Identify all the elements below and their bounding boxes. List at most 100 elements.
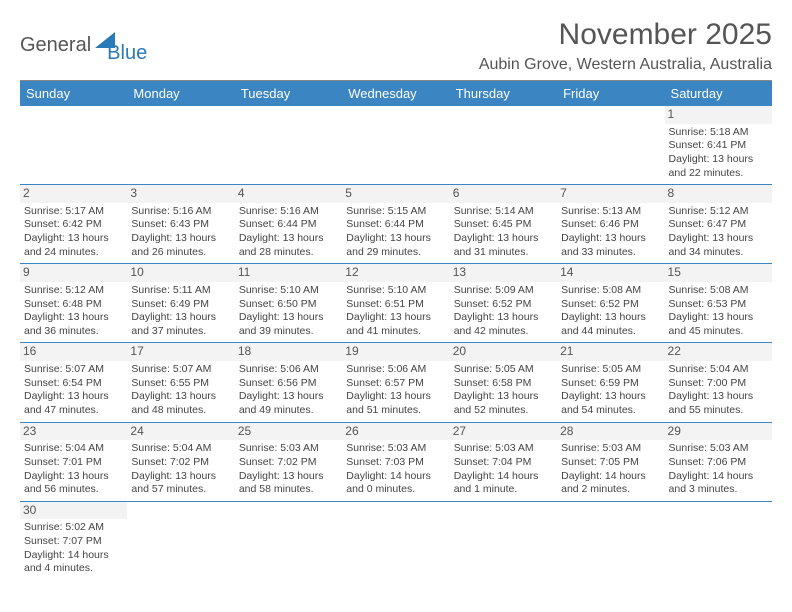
day-cell: 21Sunrise: 5:05 AMSunset: 6:59 PMDayligh…: [557, 343, 664, 422]
day-cell: 29Sunrise: 5:03 AMSunset: 7:06 PMDayligh…: [665, 422, 772, 501]
daylight-line: and 0 minutes.: [346, 483, 445, 497]
daylight-line: Daylight: 13 hours: [24, 232, 123, 246]
day-cell: 5Sunrise: 5:15 AMSunset: 6:44 PMDaylight…: [342, 185, 449, 264]
week-row: 9Sunrise: 5:12 AMSunset: 6:48 PMDaylight…: [20, 264, 772, 343]
daylight-line: Daylight: 13 hours: [24, 470, 123, 484]
day-number: 16: [20, 343, 127, 361]
sunset-line: Sunset: 6:58 PM: [454, 377, 553, 391]
header: General Blue November 2025 Aubin Grove, …: [20, 18, 772, 74]
day-cell: [665, 501, 772, 580]
sunset-line: Sunset: 7:01 PM: [24, 456, 123, 470]
daylight-line: and 49 minutes.: [239, 404, 338, 418]
daylight-line: Daylight: 14 hours: [24, 549, 123, 563]
day-number: 30: [20, 502, 127, 520]
day-cell: 16Sunrise: 5:07 AMSunset: 6:54 PMDayligh…: [20, 343, 127, 422]
day-number: 13: [450, 264, 557, 282]
sunrise-line: Sunrise: 5:12 AM: [669, 205, 768, 219]
daylight-line: Daylight: 13 hours: [131, 470, 230, 484]
daylight-line: Daylight: 13 hours: [239, 470, 338, 484]
daylight-line: and 51 minutes.: [346, 404, 445, 418]
day-cell: 6Sunrise: 5:14 AMSunset: 6:45 PMDaylight…: [450, 185, 557, 264]
daylight-line: and 52 minutes.: [454, 404, 553, 418]
sunrise-line: Sunrise: 5:09 AM: [454, 284, 553, 298]
sunrise-line: Sunrise: 5:03 AM: [346, 442, 445, 456]
daylight-line: and 55 minutes.: [669, 404, 768, 418]
sunset-line: Sunset: 7:02 PM: [131, 456, 230, 470]
sunset-line: Sunset: 6:57 PM: [346, 377, 445, 391]
daylight-line: and 36 minutes.: [24, 325, 123, 339]
day-cell: [450, 501, 557, 580]
day-cell: [450, 106, 557, 185]
day-number: 12: [342, 264, 449, 282]
daylight-line: and 48 minutes.: [131, 404, 230, 418]
sunrise-line: Sunrise: 5:05 AM: [454, 363, 553, 377]
day-cell: 14Sunrise: 5:08 AMSunset: 6:52 PMDayligh…: [557, 264, 664, 343]
daylight-line: and 3 minutes.: [669, 483, 768, 497]
day-number: 18: [235, 343, 342, 361]
daylight-line: and 22 minutes.: [669, 167, 768, 181]
day-cell: 25Sunrise: 5:03 AMSunset: 7:02 PMDayligh…: [235, 422, 342, 501]
sunrise-line: Sunrise: 5:12 AM: [24, 284, 123, 298]
week-row: 2Sunrise: 5:17 AMSunset: 6:42 PMDaylight…: [20, 185, 772, 264]
daylight-line: Daylight: 14 hours: [669, 470, 768, 484]
logo-word2: Blue: [107, 42, 147, 65]
day-number: 8: [665, 185, 772, 203]
daylight-line: and 41 minutes.: [346, 325, 445, 339]
calendar-table: Sunday Monday Tuesday Wednesday Thursday…: [20, 81, 772, 580]
daylight-line: Daylight: 13 hours: [24, 311, 123, 325]
day-cell: 17Sunrise: 5:07 AMSunset: 6:55 PMDayligh…: [127, 343, 234, 422]
day-number: 27: [450, 423, 557, 441]
daylight-line: and 56 minutes.: [24, 483, 123, 497]
day-number: 4: [235, 185, 342, 203]
day-number: 5: [342, 185, 449, 203]
daylight-line: Daylight: 13 hours: [131, 390, 230, 404]
daylight-line: Daylight: 13 hours: [239, 311, 338, 325]
day-cell: 13Sunrise: 5:09 AMSunset: 6:52 PMDayligh…: [450, 264, 557, 343]
sunrise-line: Sunrise: 5:03 AM: [561, 442, 660, 456]
day-number: 14: [557, 264, 664, 282]
logo: General Blue: [20, 18, 147, 65]
location: Aubin Grove, Western Australia, Australi…: [479, 56, 772, 74]
sunrise-line: Sunrise: 5:04 AM: [24, 442, 123, 456]
day-number: 22: [665, 343, 772, 361]
sunrise-line: Sunrise: 5:06 AM: [346, 363, 445, 377]
day-cell: 2Sunrise: 5:17 AMSunset: 6:42 PMDaylight…: [20, 185, 127, 264]
day-number: 6: [450, 185, 557, 203]
day-cell: 19Sunrise: 5:06 AMSunset: 6:57 PMDayligh…: [342, 343, 449, 422]
sunset-line: Sunset: 6:43 PM: [131, 218, 230, 232]
logo-word1: General: [20, 34, 91, 57]
sunrise-line: Sunrise: 5:04 AM: [131, 442, 230, 456]
daylight-line: Daylight: 13 hours: [669, 311, 768, 325]
sunrise-line: Sunrise: 5:18 AM: [669, 126, 768, 140]
sunrise-line: Sunrise: 5:11 AM: [131, 284, 230, 298]
daylight-line: and 45 minutes.: [669, 325, 768, 339]
day-number: 25: [235, 423, 342, 441]
sunrise-line: Sunrise: 5:16 AM: [239, 205, 338, 219]
day-cell: [127, 501, 234, 580]
daylight-line: Daylight: 14 hours: [454, 470, 553, 484]
sunset-line: Sunset: 6:49 PM: [131, 298, 230, 312]
sunset-line: Sunset: 6:55 PM: [131, 377, 230, 391]
day-cell: 4Sunrise: 5:16 AMSunset: 6:44 PMDaylight…: [235, 185, 342, 264]
day-number: 24: [127, 423, 234, 441]
day-header: Thursday: [450, 81, 557, 106]
sunrise-line: Sunrise: 5:02 AM: [24, 521, 123, 535]
sunrise-line: Sunrise: 5:10 AM: [239, 284, 338, 298]
daylight-line: Daylight: 13 hours: [346, 390, 445, 404]
day-number: 3: [127, 185, 234, 203]
daylight-line: and 54 minutes.: [561, 404, 660, 418]
day-cell: [235, 106, 342, 185]
daylight-line: and 39 minutes.: [239, 325, 338, 339]
daylight-line: and 26 minutes.: [131, 246, 230, 260]
sunset-line: Sunset: 6:54 PM: [24, 377, 123, 391]
day-cell: 18Sunrise: 5:06 AMSunset: 6:56 PMDayligh…: [235, 343, 342, 422]
day-cell: 3Sunrise: 5:16 AMSunset: 6:43 PMDaylight…: [127, 185, 234, 264]
daylight-line: and 28 minutes.: [239, 246, 338, 260]
day-cell: 11Sunrise: 5:10 AMSunset: 6:50 PMDayligh…: [235, 264, 342, 343]
daylight-line: and 34 minutes.: [669, 246, 768, 260]
day-cell: 7Sunrise: 5:13 AMSunset: 6:46 PMDaylight…: [557, 185, 664, 264]
sunset-line: Sunset: 6:42 PM: [24, 218, 123, 232]
daylight-line: and 47 minutes.: [24, 404, 123, 418]
daylight-line: and 33 minutes.: [561, 246, 660, 260]
daylight-line: and 58 minutes.: [239, 483, 338, 497]
